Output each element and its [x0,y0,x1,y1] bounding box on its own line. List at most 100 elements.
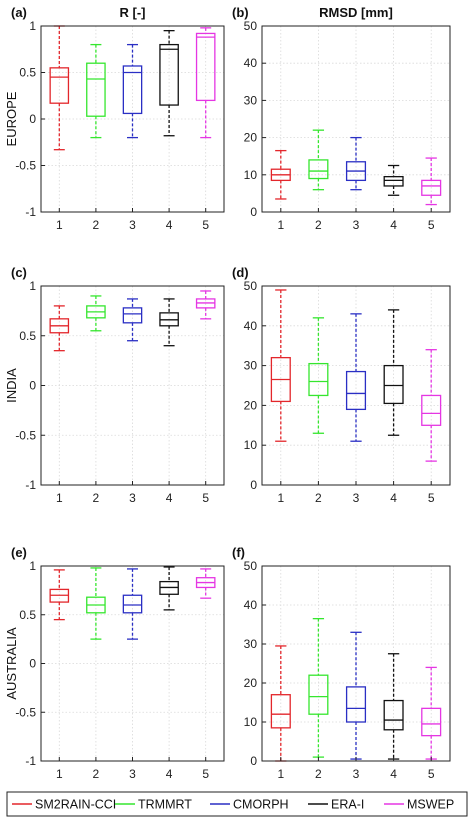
legend-label: ERA-I [331,798,364,812]
y-tick-label: 30 [244,637,258,651]
y-tick-label: 40 [244,598,258,612]
box-iqr [159,43,179,106]
box-iqr [195,32,216,102]
x-tick-label: 3 [353,767,360,781]
box-a-2 [86,43,106,139]
x-tick-label: 4 [390,491,397,505]
x-tick-label: 5 [202,218,209,232]
y-tick-label: 0 [250,754,257,768]
box-a-3 [122,43,143,139]
box-iqr [421,707,442,737]
legend-item-trmmrt: TRMMRT [115,798,192,812]
row-label: EUROPE [4,91,19,146]
box-c-4 [159,298,179,347]
panel-f: 0 10 20 30 40 50 1 2 3 4 5 (f) [232,545,451,781]
x-tick-label: 2 [93,767,100,781]
box-a-1 [49,25,70,151]
box-e-4 [159,566,179,611]
y-tick-label: 0 [29,379,36,393]
y-tick-label: 0.5 [19,66,36,80]
box-c-5 [195,290,216,320]
x-tick-label: 1 [277,491,284,505]
y-tick-label: -0.5 [15,428,36,442]
box-e-3 [122,568,143,640]
box-a-5 [195,27,216,139]
y-tick-label: 10 [244,438,258,452]
panel-letter: (a) [11,5,27,20]
x-tick-label: 1 [56,218,63,232]
x-tick-label: 4 [390,767,397,781]
box-iqr [270,694,291,729]
legend-item-era-i: ERA-I [308,798,364,812]
x-tick-label: 5 [428,767,435,781]
box-b-5 [421,157,442,206]
x-tick-label: 2 [315,218,322,232]
panel-letter: (e) [11,545,27,560]
x-tick-label: 4 [390,218,397,232]
row-label: INDIA [4,368,19,403]
box-a-4 [159,29,179,137]
x-tick-label: 5 [202,491,209,505]
x-tick-label: 2 [93,491,100,505]
panel-letter: (d) [232,265,249,280]
y-tick-label: 20 [244,131,258,145]
legend-label: SM2RAIN-CCI [35,798,116,812]
x-tick-label: 5 [428,491,435,505]
y-tick-label: 10 [244,168,258,182]
box-iqr [49,67,70,104]
y-tick-label: 1 [29,559,36,573]
y-tick-label: 1 [29,19,36,33]
box-d-3 [345,313,367,442]
x-tick-label: 4 [166,767,173,781]
x-tick-label: 3 [353,218,360,232]
box-d-2 [308,317,329,434]
y-tick-label: 50 [244,559,258,573]
y-tick-label: 30 [244,93,258,107]
y-tick-label: -1 [25,205,36,219]
legend-item-mswep: MSWEP [384,798,454,812]
legend-label: TRMMRT [138,798,192,812]
panel-b: 0 10 20 30 40 50 1 2 3 4 5 (b) RMSD [mm] [232,5,451,232]
box-iqr [345,370,367,411]
panel-a: -1 -0.5 0 0.5 1 1 2 3 4 5 (a) R [-] EUROPE [4,5,225,232]
y-tick-label: 0 [250,478,257,492]
x-tick-label: 5 [428,218,435,232]
box-b-2 [308,129,329,191]
box-iqr [122,594,143,614]
box-d-4 [383,309,404,436]
y-tick-label: 0 [29,657,36,671]
box-iqr [122,65,143,115]
x-tick-label: 1 [56,767,63,781]
box-iqr [308,674,329,715]
y-tick-label: 0 [250,205,257,219]
x-tick-label: 2 [93,218,100,232]
panel-title: R [-] [120,5,146,20]
y-tick-label: 50 [244,279,258,293]
x-tick-label: 3 [129,491,136,505]
x-tick-label: 1 [277,218,284,232]
legend-label: CMORPH [233,798,289,812]
x-tick-label: 2 [315,767,322,781]
box-iqr [421,179,442,196]
x-tick-label: 1 [56,491,63,505]
panel-letter: (f) [232,545,245,560]
y-tick-label: -1 [25,478,36,492]
y-tick-label: 30 [244,359,258,373]
box-b-3 [345,136,367,191]
box-e-5 [195,568,216,599]
y-tick-label: 40 [244,319,258,333]
x-tick-label: 5 [202,767,209,781]
box-iqr [86,62,106,117]
row-label: AUSTRALIA [4,627,19,700]
box-c-1 [49,305,70,352]
y-tick-label: 20 [244,676,258,690]
x-tick-label: 3 [129,767,136,781]
box-f-3 [345,631,367,760]
y-tick-label: 0.5 [19,608,36,622]
y-tick-label: 50 [244,19,258,33]
box-c-2 [86,295,106,332]
x-tick-label: 3 [353,491,360,505]
y-tick-label: 1 [29,279,36,293]
y-tick-label: -0.5 [15,159,36,173]
